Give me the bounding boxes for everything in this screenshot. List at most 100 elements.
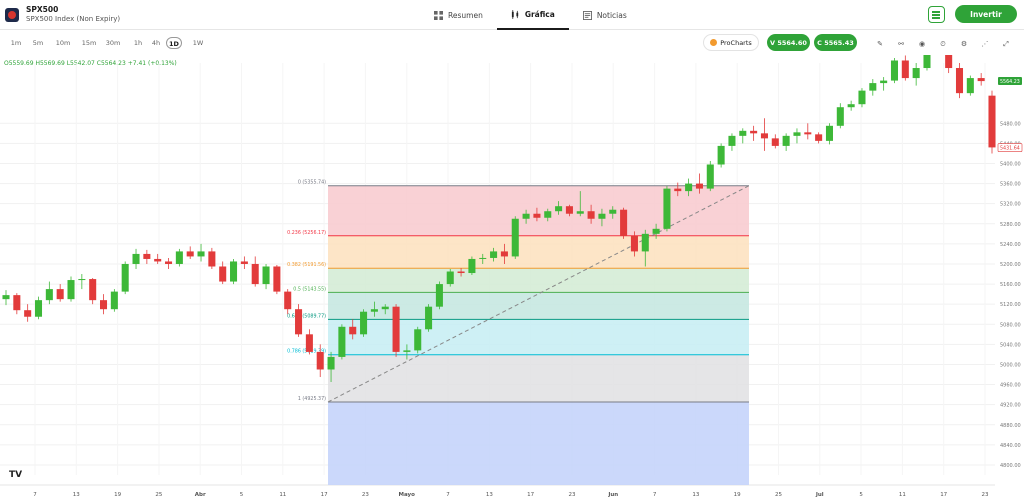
buy-button[interactable]: C 5565.43 [814,34,857,51]
current-price-tag [998,76,1022,85]
y-tick-label: 4960.00 [1000,383,1021,389]
timeframe-1m[interactable]: 1m [10,39,22,47]
candle-body [739,130,747,136]
candle-body [782,135,790,146]
tradingview-logo-icon: TV [9,470,23,480]
timeframe-4h[interactable]: 4h [151,39,161,47]
timeframe-1h[interactable]: 1h [133,39,143,47]
tab-resumen[interactable]: Resumen [420,0,497,30]
candle-body [446,271,454,285]
candle-body [901,60,909,79]
candle-body [674,188,682,192]
price-chart[interactable]: 5480.005440.005400.005360.005320.005280.… [0,55,1024,502]
ohlc-close: 5564.23 [100,60,126,67]
prochart-label: ProCharts [720,38,752,47]
candle-body [555,206,563,212]
candle-body [273,266,281,292]
timeframe-1D[interactable]: 1D [166,37,182,49]
alert-icon[interactable]: ⏲ [940,40,946,48]
candle-body [414,329,422,351]
tab-noticias[interactable]: Noticias [569,0,641,30]
sell-button[interactable]: V 5564.60 [767,34,810,51]
candle-body [67,280,75,300]
candle-body [370,309,378,312]
candle-body [186,251,194,257]
y-tick-label: 5480.00 [1000,121,1021,127]
grid-icon [434,10,443,20]
candle-body [858,90,866,105]
candle-body [793,132,801,136]
y-tick-label: 4880.00 [1000,423,1021,429]
x-tick-label: 23 [362,492,369,498]
prochart-button[interactable]: ProCharts [703,34,759,51]
fib-trend-line [327,185,750,403]
x-tick-label: 5 [240,492,244,498]
x-tick-label: 13 [486,492,493,498]
candle-body [219,266,227,282]
timeframe-15m[interactable]: 15m [81,39,97,47]
candle-body [771,138,779,146]
y-tick-label: 5160.00 [1000,282,1021,288]
x-tick-label: 7 [653,492,657,498]
x-tick-label: Mayo [399,492,416,498]
fib-zone [328,185,749,236]
candle-body [609,209,617,214]
candle-body [468,258,476,274]
instrument-name: SPX500 Index (Non Expiry) [26,15,121,23]
instrument-symbol: SPX500 [26,5,59,14]
ohlc-high: 5569.69 [39,60,65,67]
y-tick-label: 4840.00 [1000,443,1021,449]
candle-body [717,145,725,165]
x-tick-label: 7 [446,492,450,498]
candle-body [945,55,953,69]
candle-body [750,130,758,134]
tab-grafica[interactable]: Gráfica [496,0,569,30]
x-tick-label: 11 [279,492,286,498]
candle-body [511,218,519,257]
indicators-icon[interactable]: ⚯ [898,40,904,48]
candle-body [230,261,238,282]
camera-icon[interactable]: ◉ [918,40,926,48]
ohlc-low: 5542.07 [70,60,95,67]
candle-body [576,211,584,214]
pencil-icon[interactable]: ✎ [877,40,883,48]
candle-body [706,164,714,189]
y-tick-label: 5320.00 [1000,202,1021,208]
timeframe-10m[interactable]: 10m [55,39,71,47]
fullscreen-icon[interactable]: ⤢ [1003,40,1009,48]
candle-body [110,291,118,310]
x-tick-label: 19 [734,492,741,498]
candle-body [208,251,216,267]
candle-body [479,257,487,259]
timeframe-5m[interactable]: 5m [32,39,44,47]
candle-body [587,211,595,219]
fib-zone [328,319,749,355]
main-tabs: Resumen Gráfica Noticias [420,0,641,30]
x-tick-label: 13 [73,492,80,498]
candle-body [760,133,768,139]
candle-body [34,300,43,317]
y-tick-label: 4800.00 [1000,463,1021,469]
timeframe-30m[interactable]: 30m [105,39,121,47]
candle-body [988,95,996,148]
low-price-tag [997,143,1023,152]
fib-zone [328,292,749,320]
invest-button[interactable]: Invertir [955,5,1017,23]
candle-body [99,300,108,310]
settings-icon[interactable]: ⚙ [960,40,968,48]
timeframe-1W[interactable]: 1W [192,39,204,47]
candle-body [327,356,335,370]
low-price-label: 5431.64 [1000,146,1020,152]
candle-body [836,107,844,126]
share-icon[interactable]: ⋰ [981,40,989,48]
candle-body [251,263,259,285]
ohlc-change: +7.41 (+0.13%) [127,60,177,67]
x-tick-label: 23 [982,492,989,498]
candle-body [804,132,812,135]
tab-label: Noticias [596,10,627,20]
candle-body [2,295,10,300]
watchlist-button[interactable] [928,6,945,23]
y-tick-label: 5200.00 [1000,262,1021,268]
y-tick-label: 5080.00 [1000,322,1021,328]
candle-body [262,266,270,285]
